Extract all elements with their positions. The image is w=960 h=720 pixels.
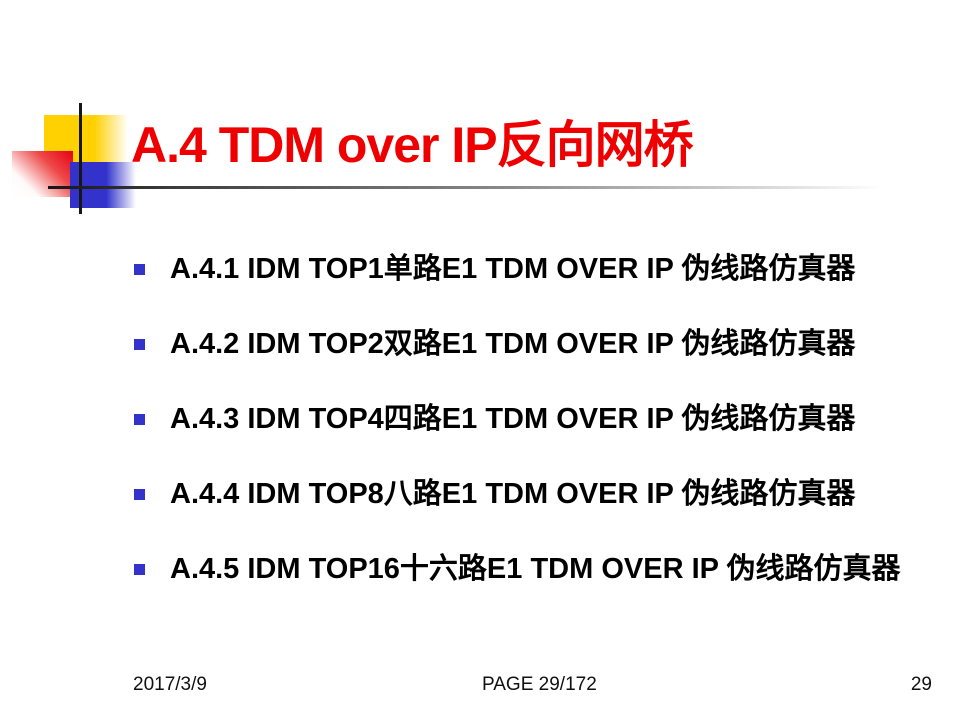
list-item: A.4.4 IDM TOP8八路E1 TDM OVER IP 伪线路仿真器 — [133, 477, 930, 511]
footer-slide-number: 29 — [910, 674, 932, 695]
list-item: A.4.5 IDM TOP16十六路E1 TDM OVER IP 伪线路仿真器 — [133, 552, 930, 586]
bullet-list: A.4.1 IDM TOP1单路E1 TDM OVER IP 伪线路仿真器 A.… — [133, 252, 930, 627]
list-item-text: A.4.3 IDM TOP4四路E1 TDM OVER IP 伪线路仿真器 — [170, 403, 856, 435]
title-underline — [48, 186, 884, 189]
slide-title: A.4 TDM over IP反向网桥 — [131, 117, 694, 173]
logo-crosshair-vertical-line — [79, 103, 82, 214]
footer-page-label: PAGE 29/172 — [482, 674, 597, 695]
footer-date: 2017/3/9 — [133, 674, 207, 695]
list-item: A.4.3 IDM TOP4四路E1 TDM OVER IP 伪线路仿真器 — [133, 402, 930, 436]
list-item-text: A.4.2 IDM TOP2双路E1 TDM OVER IP 伪线路仿真器 — [170, 328, 856, 360]
logo-red-square — [12, 151, 73, 197]
bullet-square-icon — [134, 339, 145, 350]
list-item: A.4.1 IDM TOP1单路E1 TDM OVER IP 伪线路仿真器 — [133, 252, 930, 286]
list-item-text: A.4.5 IDM TOP16十六路E1 TDM OVER IP 伪线路仿真器 — [170, 553, 901, 585]
bullet-square-icon — [134, 564, 145, 575]
list-item-text: A.4.4 IDM TOP8八路E1 TDM OVER IP 伪线路仿真器 — [170, 478, 856, 510]
list-item: A.4.2 IDM TOP2双路E1 TDM OVER IP 伪线路仿真器 — [133, 327, 930, 361]
bullet-square-icon — [134, 489, 145, 500]
list-item-text: A.4.1 IDM TOP1单路E1 TDM OVER IP 伪线路仿真器 — [170, 253, 856, 285]
bullet-square-icon — [134, 264, 145, 275]
bullet-square-icon — [134, 414, 145, 425]
